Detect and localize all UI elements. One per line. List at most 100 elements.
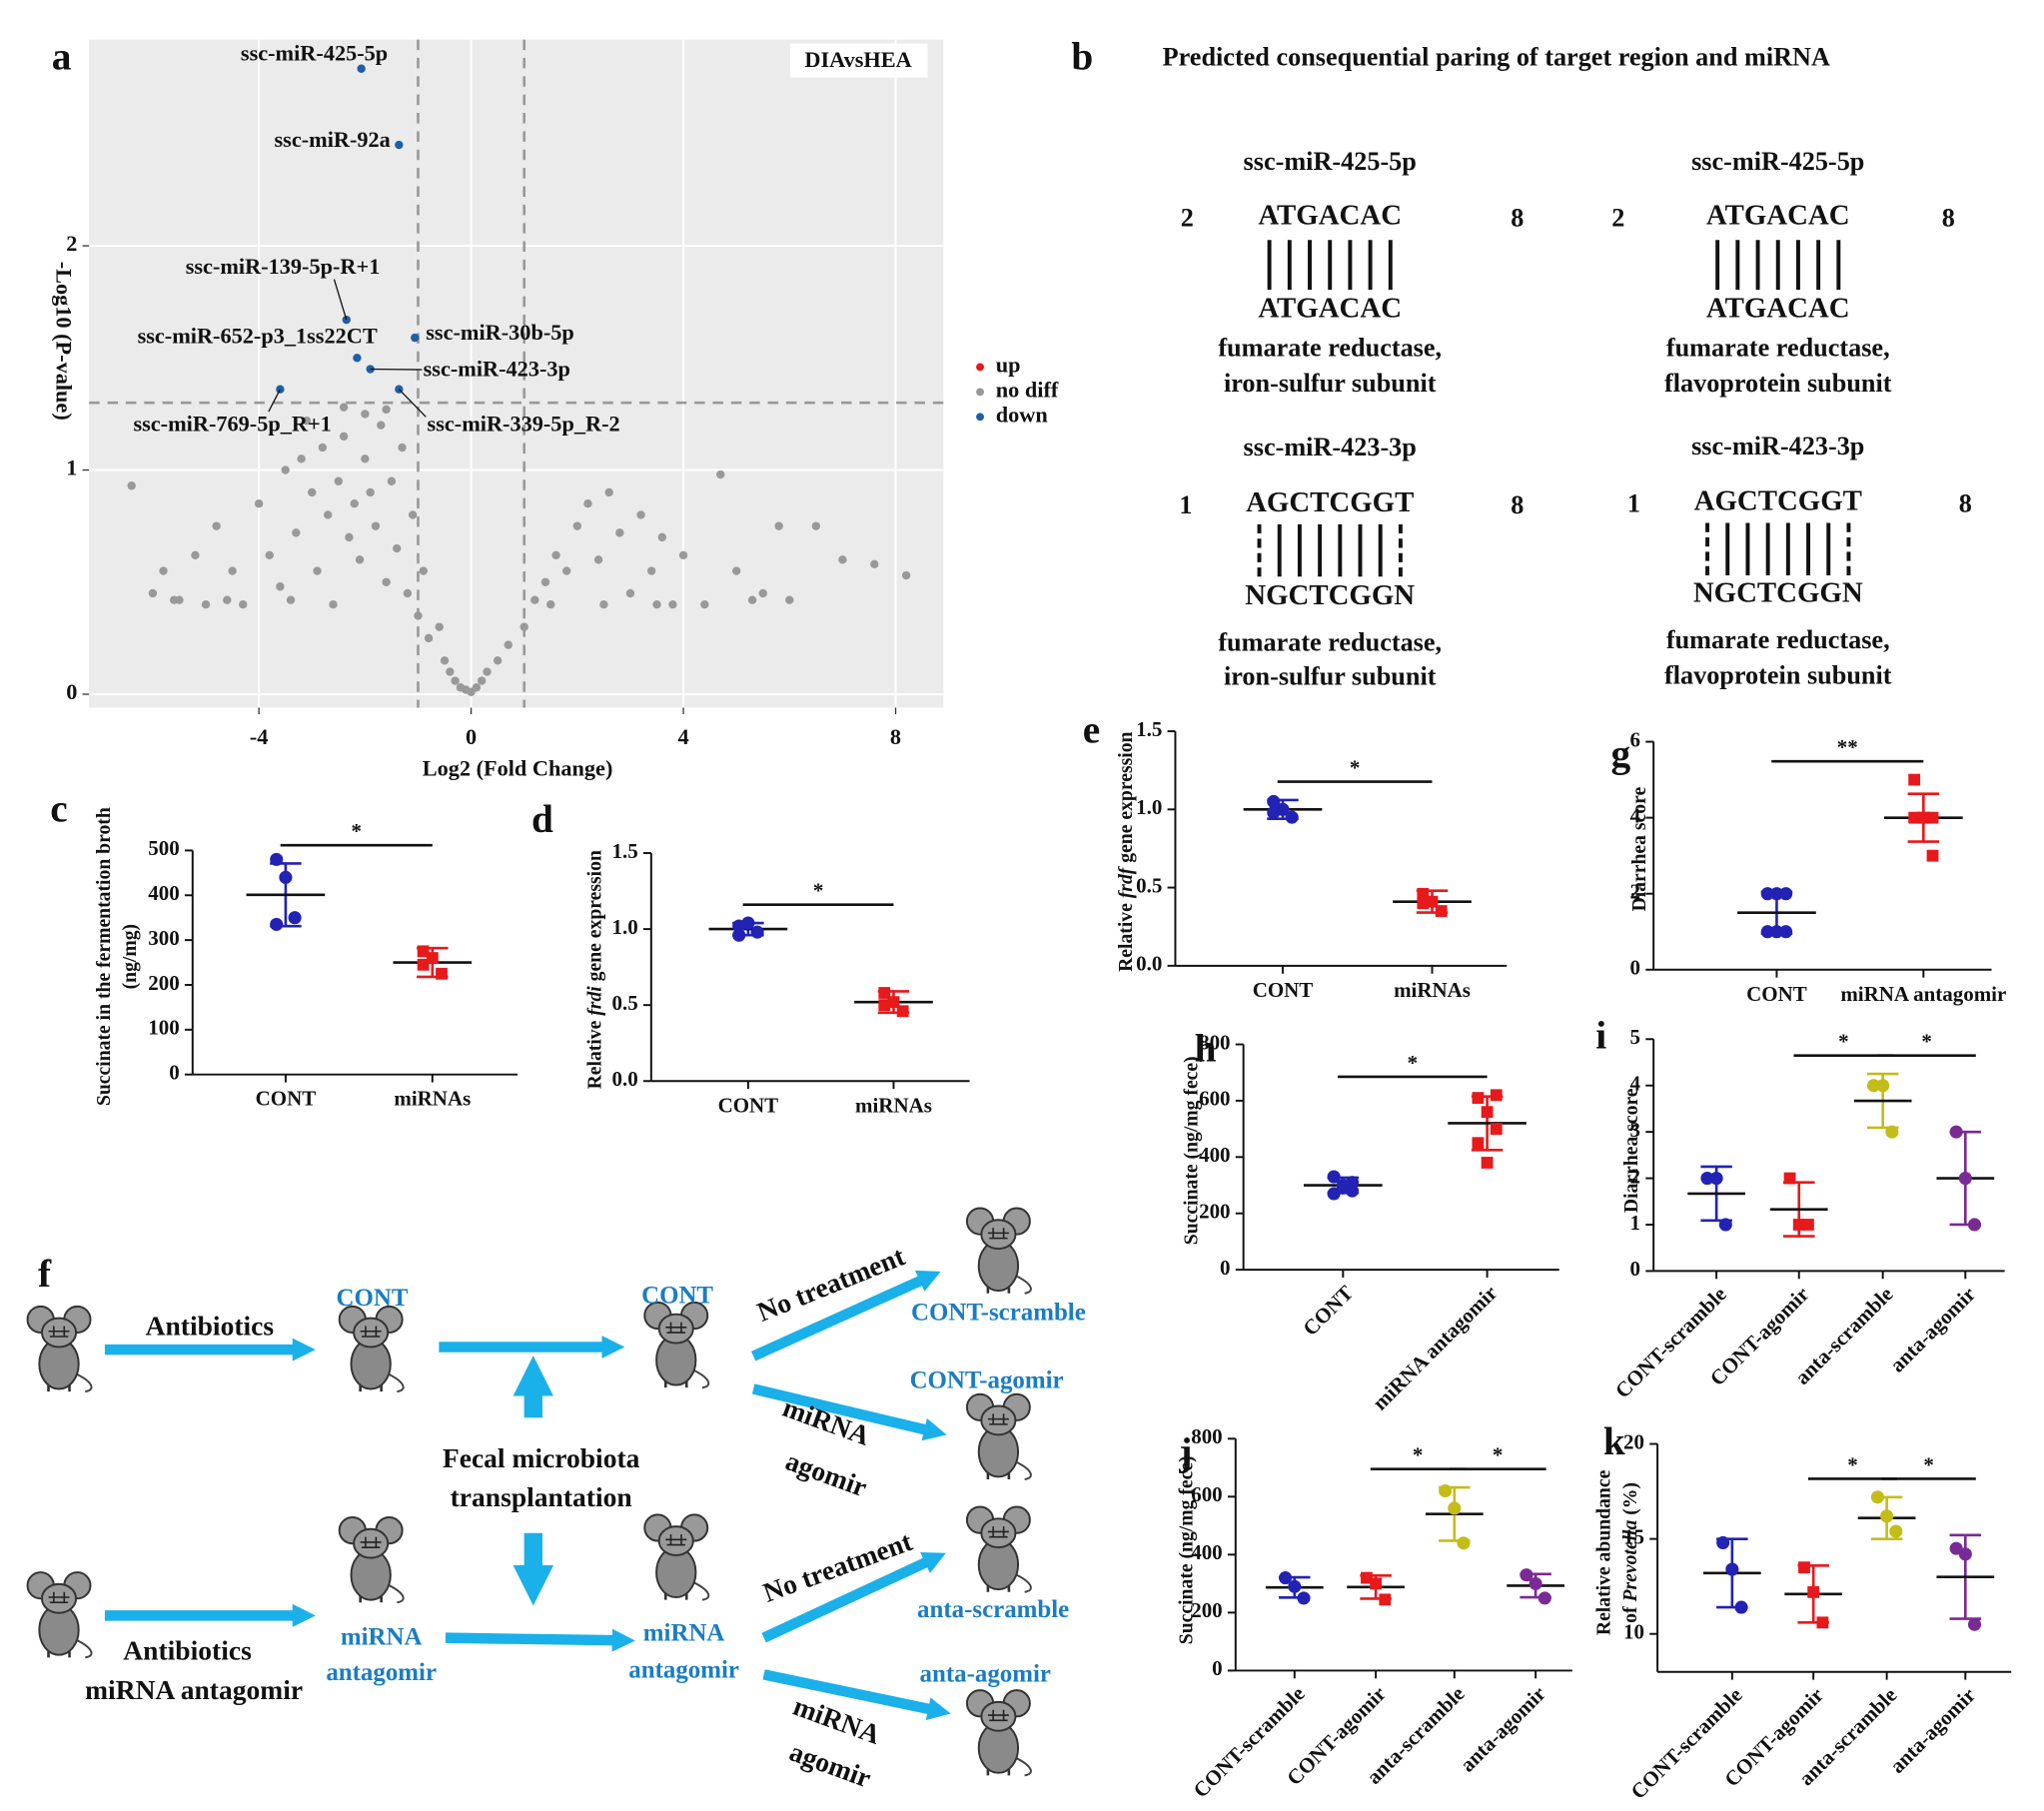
point [393,543,402,553]
point [1779,887,1793,901]
point [732,928,746,942]
panel-label: h [1195,1026,1217,1070]
y-tick-label: 200 [1191,1598,1222,1622]
y-tick-label: 1 [1630,1211,1640,1235]
point [870,559,879,569]
significance-label: * [1923,1452,1933,1476]
point [811,521,821,530]
y-tick-label: 0 [66,679,77,704]
point [700,600,709,609]
y-tick-label: 0 [1630,956,1640,980]
point [546,600,555,609]
significance-label: * [351,819,361,843]
schematic-label: Antibiotics [146,1310,275,1341]
target-sequence: ATGACAC [1258,293,1402,325]
schematic-label: anta-agomir [920,1660,1051,1687]
annotation-box [789,43,928,78]
y-tick-label: 1.0 [612,915,638,939]
point [191,550,200,560]
y-tick-label: 10 [1623,1620,1644,1644]
point [572,521,582,530]
y-axis-label: Succinate (ng/mg fece) [1180,1056,1202,1245]
point [436,967,448,980]
y-axis-label-part: of [1618,1602,1640,1623]
point [540,577,550,586]
point [1870,1490,1884,1504]
point [1885,1125,1899,1139]
point [1472,1137,1485,1150]
point [313,566,322,575]
point [1267,794,1281,809]
point [435,622,444,631]
y-tick-label: 20 [1623,1429,1644,1453]
x-tick-label: CONT [256,1087,317,1111]
point [887,996,900,1009]
point [1457,1536,1471,1550]
x-tick-label: 4 [677,724,688,749]
target-name: fumarate reductase, [1666,333,1890,362]
significance-label: * [1838,1030,1848,1054]
target-name: flavoprotein subunit [1664,369,1892,398]
point [1279,1571,1293,1585]
point [716,469,725,479]
significance-label: * [1847,1452,1857,1476]
point [583,499,592,508]
leader-line [398,389,427,418]
y-tick-label: 1.5 [1136,717,1162,741]
x-tick-label: 0 [466,724,477,749]
y-axis-label-part: (ng/mg) [119,924,141,990]
schematic-label: CONT-agomir [910,1367,1064,1394]
point [472,683,482,692]
target-name: flavoprotein subunit [1664,660,1892,689]
point [342,315,351,325]
point [1949,1125,1963,1139]
point [411,333,420,343]
point [1490,1123,1503,1136]
schematic-label: antagomir [628,1656,739,1683]
point [1288,1579,1302,1593]
point [878,999,891,1012]
schematic-label: CONT-scramble [911,1299,1086,1326]
mirna-sequence: AGCTCGGT [1694,484,1862,516]
point [254,499,264,508]
position-end: 8 [1942,204,1955,233]
legend-label: up [996,353,1021,378]
point-label: ssc-miR-425-5p [241,40,388,65]
y-tick-label: 100 [148,1016,179,1040]
significance-label: ** [1837,735,1858,759]
point [731,566,741,575]
x-tick-label: CONT [1746,982,1807,1006]
y-axis-label-part: gene expression [583,850,605,986]
y-axis-label: -Log10 (P-value) [52,262,77,421]
legend-marker [976,388,984,397]
panel-label: f [38,1252,52,1296]
y-tick-label: 0.0 [1136,952,1162,976]
panel-label: g [1611,731,1631,775]
y-tick-label: 800 [1191,1424,1222,1448]
point [604,487,613,497]
point [357,64,366,73]
y-axis-label-part: frdi [583,986,605,1016]
position-end: 8 [1959,488,1972,517]
point-label: ssc-miR-92a [274,127,390,152]
y-tick-label: 200 [148,971,179,995]
point [1297,1591,1311,1605]
schematic-label: antagomir [326,1659,437,1686]
point [1769,887,1784,901]
x-axis-label: Log2 (Fold Change) [423,756,613,781]
y-axis-label-part: frdf [1114,865,1136,898]
point [1379,1593,1392,1606]
point [417,945,430,958]
point [308,487,317,497]
point [1889,1524,1903,1538]
y-axis-label: Relative abundance [1592,1469,1614,1635]
point [276,582,285,591]
y-tick-label: 0 [1630,1257,1640,1281]
point [440,656,450,665]
y-axis-label: Diarrhea score [1628,787,1650,912]
point [1967,1218,1982,1232]
x-tick-label: CONT-scramble [1189,1681,1310,1802]
point [1417,887,1430,900]
y-axis-label-part: Prevotella [1618,1519,1640,1602]
